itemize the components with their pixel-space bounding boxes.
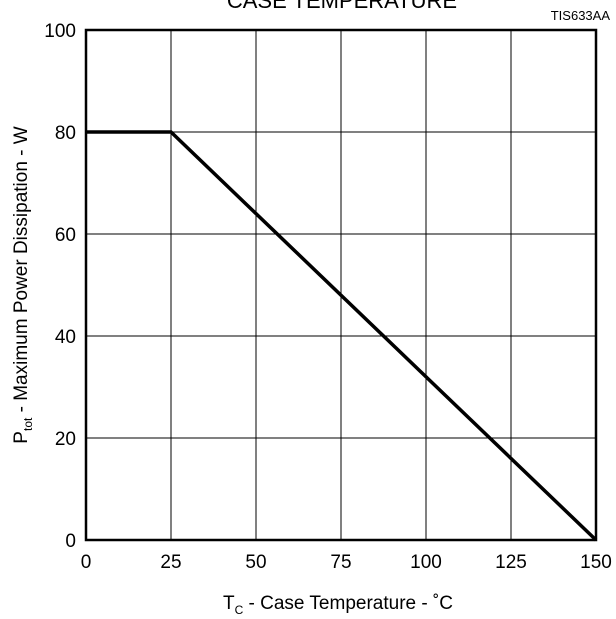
x-tick-label: 0 [81, 552, 92, 573]
y-tick-label: 60 [55, 225, 76, 246]
x-tick-label: 50 [245, 552, 266, 573]
x-tick-label: 75 [330, 552, 351, 573]
tick-labels: 0 25 50 75 100 125 150 0 20 40 60 80 100 [44, 21, 612, 573]
y-axis-subscript: tot [21, 417, 35, 431]
y-axis-text: - Maximum Power Dissipation - W [11, 126, 32, 417]
y-tick-label: 0 [65, 531, 76, 552]
y-axis-symbol: P [11, 431, 32, 444]
x-axis-symbol: T [223, 593, 235, 614]
grid [85, 29, 597, 541]
y-tick-label: 80 [55, 123, 76, 144]
y-axis-label: Ptot - Maximum Power Dissipation - W [11, 126, 35, 443]
plot-frame [84, 28, 598, 542]
chart-title: CASE TEMPERATURE [227, 0, 457, 13]
x-axis-subscript: C [235, 603, 244, 617]
x-tick-label: 25 [160, 552, 181, 573]
y-tick-label: 20 [55, 429, 76, 450]
x-tick-label: 100 [410, 552, 442, 573]
figure-code: TIS633AA [551, 8, 611, 23]
series-layer [86, 130, 598, 542]
y-tick-label: 40 [55, 327, 76, 348]
x-axis-label: TC - Case Temperature - ˚C [223, 593, 453, 617]
x-axis-text: - Case Temperature - ˚C [243, 593, 453, 614]
x-tick-label: 150 [580, 552, 612, 573]
derating-curve [86, 130, 598, 542]
x-tick-label: 125 [495, 552, 527, 573]
y-tick-label: 100 [44, 21, 76, 42]
